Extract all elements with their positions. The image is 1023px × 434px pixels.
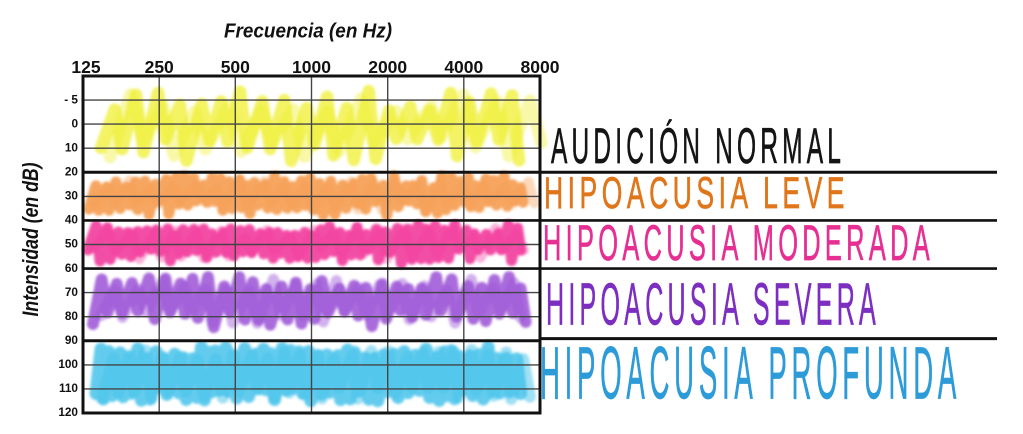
svg-text:HIPOACUSIA SEVERA: HIPOACUSIA SEVERA (546, 272, 880, 338)
svg-text:HIPOACUSIA MODERADA: HIPOACUSIA MODERADA (543, 215, 934, 271)
svg-text:4000: 4000 (444, 57, 483, 77)
svg-text:0: 0 (71, 116, 78, 130)
svg-text:10: 10 (65, 140, 79, 154)
svg-text:80: 80 (65, 309, 79, 323)
svg-text:110: 110 (59, 381, 78, 395)
svg-text:60: 60 (65, 261, 79, 275)
svg-text:HIPOACUSIA PROFUNDA: HIPOACUSIA PROFUNDA (540, 332, 961, 415)
svg-text:125: 125 (71, 57, 100, 77)
svg-text:HIPOACUSIA LEVE: HIPOACUSIA LEVE (544, 169, 849, 218)
svg-text:100: 100 (58, 357, 78, 371)
svg-text:40: 40 (65, 213, 79, 227)
svg-text:90: 90 (65, 333, 79, 347)
svg-text:8000: 8000 (521, 57, 560, 77)
svg-text:2000: 2000 (368, 57, 407, 77)
svg-text:- 5: - 5 (64, 92, 78, 106)
svg-text:70: 70 (65, 285, 79, 299)
svg-text:AUDICIÓN NORMAL: AUDICIÓN NORMAL (551, 118, 845, 174)
svg-text:1000: 1000 (292, 57, 331, 77)
svg-text:20: 20 (65, 165, 79, 179)
svg-text:50: 50 (65, 237, 79, 251)
svg-text:500: 500 (221, 57, 250, 77)
svg-text:120: 120 (58, 405, 78, 419)
svg-text:Intensidad (en dB): Intensidad (en dB) (18, 163, 43, 317)
svg-text:250: 250 (145, 57, 174, 77)
svg-text:30: 30 (65, 189, 79, 203)
svg-text:Frecuencia (en Hz): Frecuencia (en Hz) (224, 20, 392, 43)
